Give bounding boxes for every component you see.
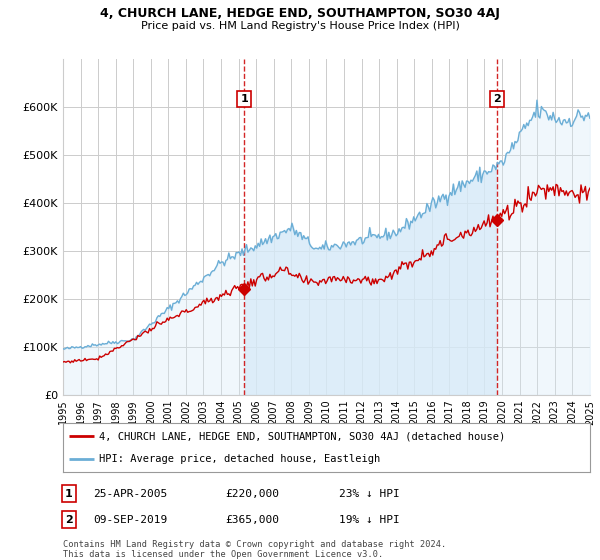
Text: Price paid vs. HM Land Registry's House Price Index (HPI): Price paid vs. HM Land Registry's House … (140, 21, 460, 31)
Text: 19% ↓ HPI: 19% ↓ HPI (339, 515, 400, 525)
Text: 09-SEP-2019: 09-SEP-2019 (93, 515, 167, 525)
Text: HPI: Average price, detached house, Eastleigh: HPI: Average price, detached house, East… (99, 454, 380, 464)
Text: £220,000: £220,000 (225, 489, 279, 499)
Text: 25-APR-2005: 25-APR-2005 (93, 489, 167, 499)
Text: 4, CHURCH LANE, HEDGE END, SOUTHAMPTON, SO30 4AJ: 4, CHURCH LANE, HEDGE END, SOUTHAMPTON, … (100, 7, 500, 20)
Text: Contains HM Land Registry data © Crown copyright and database right 2024.
This d: Contains HM Land Registry data © Crown c… (63, 540, 446, 559)
Text: 4, CHURCH LANE, HEDGE END, SOUTHAMPTON, SO30 4AJ (detached house): 4, CHURCH LANE, HEDGE END, SOUTHAMPTON, … (99, 431, 505, 441)
Text: 1: 1 (241, 94, 248, 104)
Text: £365,000: £365,000 (225, 515, 279, 525)
Text: 1: 1 (65, 489, 73, 499)
Text: 23% ↓ HPI: 23% ↓ HPI (339, 489, 400, 499)
Text: 2: 2 (493, 94, 500, 104)
Text: 2: 2 (65, 515, 73, 525)
